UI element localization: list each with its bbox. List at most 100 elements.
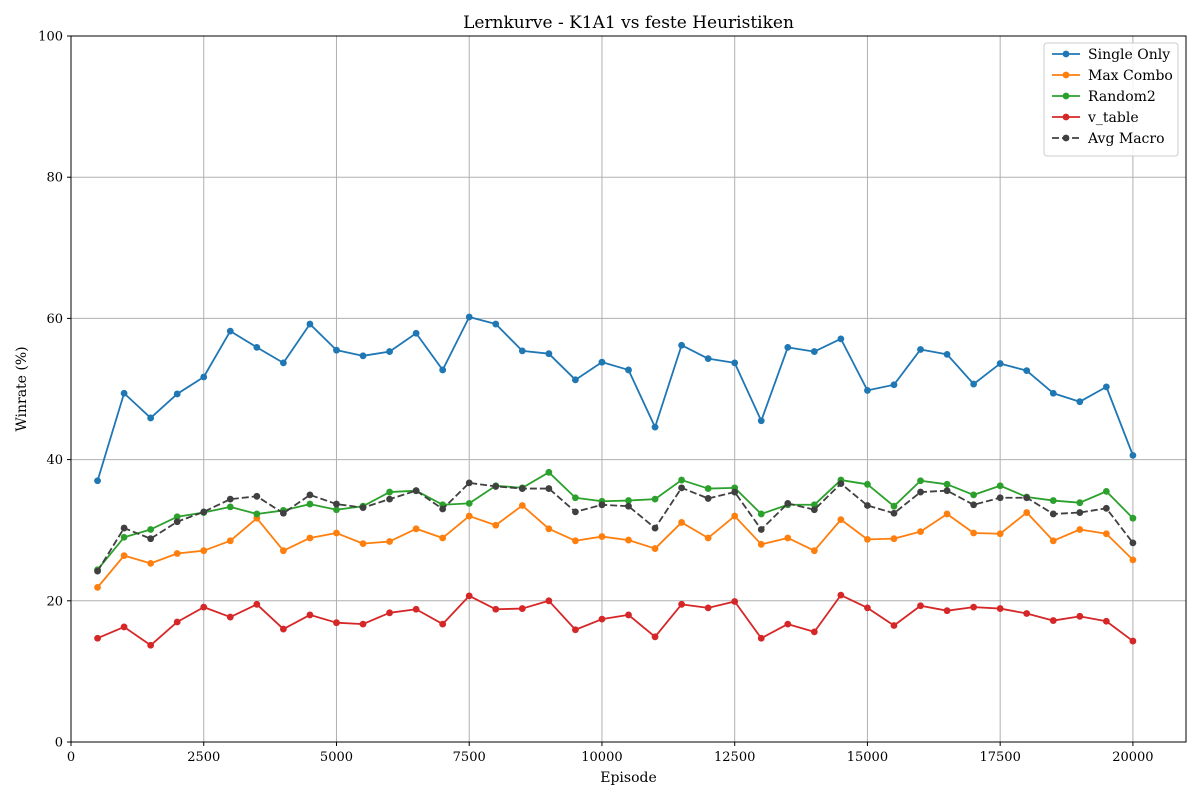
data-point: [173, 618, 181, 626]
data-point: [943, 351, 951, 358]
data-point: [572, 626, 579, 634]
data-point: [279, 547, 287, 555]
data-point: [147, 414, 155, 422]
data-point: [279, 509, 287, 517]
legend-marker: [1062, 71, 1070, 79]
data-point: [731, 512, 739, 520]
data-point: [1129, 556, 1137, 564]
chart-title: Lernkurve - K1A1 vs feste Heuristiken: [463, 13, 794, 33]
data-point: [253, 600, 261, 608]
data-point: [572, 376, 579, 384]
data-point: [704, 534, 712, 542]
data-point: [147, 526, 155, 533]
data-point: [94, 583, 101, 591]
data-point: [704, 495, 712, 502]
data-point: [279, 625, 287, 633]
series-line: [96, 471, 1134, 571]
legend-item: Single Only: [1052, 47, 1170, 63]
data-point: [784, 620, 792, 628]
data-point: [1049, 497, 1057, 504]
y-tick-label: 0: [55, 736, 63, 751]
data-point: [333, 500, 340, 508]
data-point: [333, 529, 340, 537]
data-point: [492, 605, 500, 613]
legend-label: Single Only: [1088, 47, 1170, 63]
data-point: [94, 634, 101, 642]
data-point: [1076, 509, 1084, 516]
data-point: [651, 495, 659, 503]
data-point: [359, 540, 367, 548]
data-point: [970, 501, 978, 509]
data-point: [545, 350, 553, 358]
data-point: [1049, 537, 1057, 545]
data-point: [625, 497, 632, 504]
data-point: [518, 485, 526, 492]
data-point: [1102, 530, 1110, 538]
data-point: [386, 495, 393, 503]
data-point: [1076, 398, 1084, 406]
series-max-combo: [94, 502, 1137, 591]
data-point: [173, 513, 181, 521]
data-point: [678, 519, 685, 526]
series-line: [96, 316, 1134, 482]
data-point: [147, 535, 155, 543]
data-point: [465, 479, 473, 487]
data-point: [757, 510, 765, 518]
data-point: [333, 619, 340, 627]
data-point: [678, 484, 685, 492]
data-point: [1076, 526, 1084, 533]
data-point: [545, 485, 553, 492]
x-axis-label: Episode: [600, 770, 657, 786]
data-point: [678, 341, 685, 349]
legend-item: v_table: [1052, 110, 1139, 126]
series-line: [96, 504, 1134, 588]
data-point: [1129, 637, 1137, 645]
data-point: [996, 605, 1004, 612]
data-point: [333, 506, 340, 514]
data-point: [226, 503, 234, 511]
legend-marker: [1062, 50, 1070, 58]
data-point: [173, 390, 181, 398]
data-point: [651, 545, 659, 552]
data-point: [757, 540, 765, 548]
data-point: [1049, 617, 1057, 624]
data-point: [518, 502, 526, 509]
data-point: [943, 480, 951, 488]
data-point: [518, 347, 526, 355]
plot-frame: [70, 35, 1187, 743]
x-tick-label: 10000: [581, 750, 622, 765]
data-point: [651, 524, 659, 532]
data-point: [492, 320, 500, 328]
data-point: [200, 547, 208, 555]
data-point: [943, 607, 951, 615]
data-point: [731, 598, 739, 605]
data-point: [94, 567, 101, 575]
data-point: [412, 329, 420, 337]
data-point: [492, 521, 500, 529]
data-point: [1023, 610, 1031, 617]
data-point: [120, 623, 128, 631]
data-point: [545, 597, 553, 605]
data-point: [598, 533, 606, 540]
data-point: [1049, 389, 1057, 397]
data-point: [120, 524, 128, 532]
data-point: [545, 525, 553, 533]
data-point: [412, 525, 420, 533]
data-point: [147, 559, 155, 567]
data-point: [917, 528, 924, 536]
data-point: [465, 313, 473, 321]
data-point: [412, 487, 420, 495]
data-point: [810, 506, 818, 514]
data-point: [1023, 509, 1031, 516]
data-point: [1049, 510, 1057, 518]
y-tick-label: 100: [38, 30, 63, 45]
data-point: [386, 348, 393, 355]
data-point: [1102, 383, 1110, 391]
legend-item: Random2: [1052, 89, 1156, 105]
data-point: [359, 504, 367, 512]
legend-item: Max Combo: [1052, 68, 1173, 84]
data-point: [226, 613, 234, 621]
data-point: [200, 373, 208, 381]
data-point: [439, 366, 447, 374]
data-point: [996, 494, 1004, 502]
